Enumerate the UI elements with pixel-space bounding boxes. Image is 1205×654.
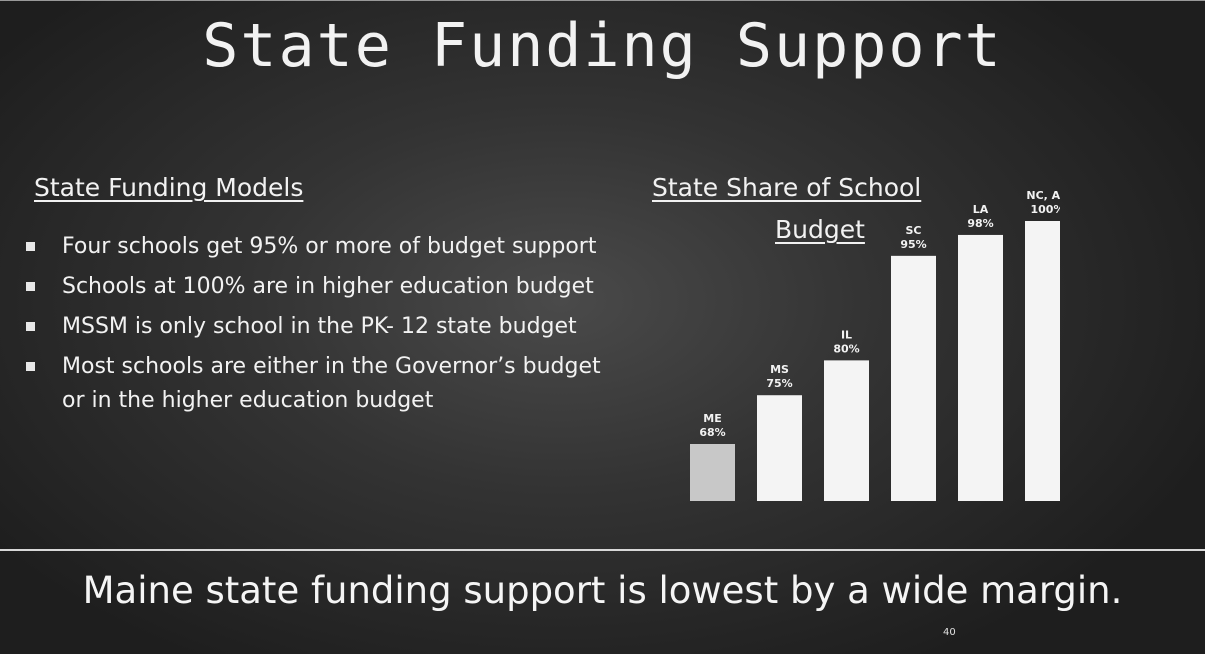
bar-category-label: LA — [973, 203, 989, 216]
bar-value-label: 95% — [900, 238, 926, 251]
bullet-list: Four schools get 95% or more of budget s… — [20, 227, 720, 418]
bar-value-label: 75% — [766, 377, 792, 390]
bar-sc — [891, 255, 936, 501]
bar-category-label: IL — [841, 328, 852, 341]
bullet-item: MSSM is only school in the PK- 12 state … — [20, 307, 720, 347]
bar-la — [958, 234, 1003, 501]
divider-line — [0, 549, 1205, 551]
bar-il — [824, 360, 869, 501]
page-number: 40 — [943, 627, 956, 638]
bullet-item: Schools at 100% are in higher education … — [20, 267, 720, 307]
bar-value-label: 80% — [833, 342, 859, 355]
footer-statement: Maine state funding support is lowest by… — [82, 569, 1123, 612]
bar-value-label: 68% — [699, 426, 725, 439]
bullet-item: Four schools get 95% or more of budget s… — [20, 227, 720, 267]
chart-heading-line2: Budget — [775, 215, 865, 244]
bar-nc-ar — [1025, 221, 1060, 501]
bullet-item: Most schools are either in the Governor’… — [20, 350, 622, 418]
slide-title: State Funding Support — [202, 11, 1003, 81]
bar-category-label: MS — [770, 363, 789, 376]
bar-ms — [757, 395, 802, 501]
bar-value-label: 100% — [1031, 203, 1060, 216]
bar-category-label: SC — [906, 224, 922, 237]
bar-me — [690, 444, 735, 501]
bar-category-label: NC, AR — [1026, 189, 1060, 202]
chart-heading-line1: State Share of School — [652, 173, 922, 202]
bar-value-label: 98% — [967, 217, 993, 230]
left-heading: State Funding Models — [34, 173, 304, 202]
bar-category-label: ME — [703, 412, 721, 425]
